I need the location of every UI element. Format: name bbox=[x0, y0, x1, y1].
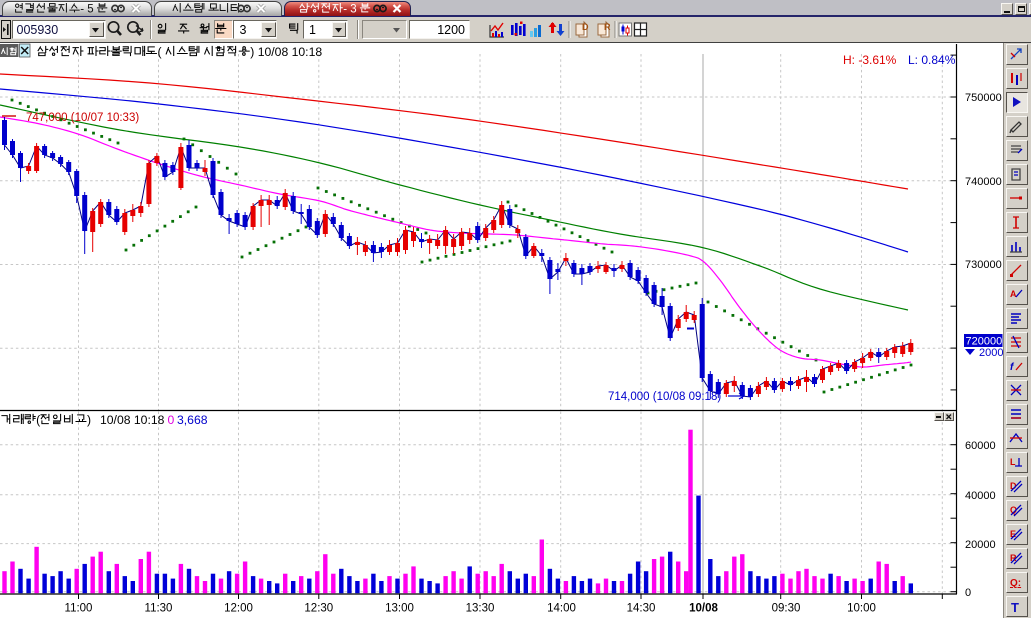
svg-text:10/08 10:18: 10/08 10:18 bbox=[100, 413, 165, 427]
svg-text:14:00: 14:00 bbox=[547, 603, 576, 615]
svg-text:40000: 40000 bbox=[965, 490, 996, 502]
svg-text:14:30: 14:30 bbox=[627, 603, 656, 615]
svg-text:T: T bbox=[1011, 600, 1019, 615]
svg-text:20000: 20000 bbox=[965, 539, 996, 551]
svg-text:(: ( bbox=[158, 45, 162, 59]
svg-text:) 10/08 10:18: ) 10/08 10:18 bbox=[250, 45, 322, 59]
svg-text:D: D bbox=[1010, 481, 1017, 491]
svg-text:2000: 2000 bbox=[979, 347, 1003, 359]
svg-text:60000: 60000 bbox=[965, 440, 996, 452]
svg-text:720000: 720000 bbox=[966, 336, 1003, 348]
svg-text:- 3: - 3 bbox=[343, 4, 356, 16]
svg-text:Q: Q bbox=[1010, 505, 1017, 515]
svg-text:12:30: 12:30 bbox=[304, 603, 333, 615]
svg-text:10:00: 10:00 bbox=[847, 603, 876, 615]
svg-text:f: f bbox=[1010, 362, 1015, 373]
svg-text:3,668: 3,668 bbox=[177, 413, 208, 427]
svg-text:E: E bbox=[1010, 529, 1016, 539]
svg-text:- 5: - 5 bbox=[80, 4, 93, 16]
svg-text:11:30: 11:30 bbox=[145, 603, 173, 615]
svg-text:(: ( bbox=[36, 413, 40, 427]
svg-text:L: 0.84%: L: 0.84% bbox=[908, 53, 956, 67]
svg-text:12:00: 12:00 bbox=[224, 603, 253, 615]
svg-text:09:30: 09:30 bbox=[772, 603, 801, 615]
svg-text:714,000 (10/08 09:18): 714,000 (10/08 09:18) bbox=[608, 391, 721, 403]
svg-text:11:00: 11:00 bbox=[65, 603, 93, 615]
svg-text:10/08: 10/08 bbox=[689, 603, 718, 615]
svg-text:13:00: 13:00 bbox=[385, 603, 414, 615]
svg-text:747,000 (10/07 10:33): 747,000 (10/07 10:33) bbox=[26, 112, 139, 124]
svg-text:R: R bbox=[604, 22, 611, 32]
svg-text:L: L bbox=[1010, 457, 1016, 467]
svg-text:13:30: 13:30 bbox=[466, 603, 495, 615]
svg-text:730000: 730000 bbox=[965, 259, 1002, 271]
svg-text:R: R bbox=[1010, 553, 1017, 563]
svg-text:A: A bbox=[1010, 289, 1017, 299]
svg-text:D: D bbox=[582, 22, 589, 32]
svg-text:740000: 740000 bbox=[965, 176, 1002, 188]
svg-text:0: 0 bbox=[168, 413, 175, 427]
svg-text:0: 0 bbox=[965, 587, 971, 599]
svg-text:Q:: Q: bbox=[1010, 578, 1021, 589]
svg-text:H: -3.61%: H: -3.61% bbox=[843, 53, 897, 67]
svg-text:): ) bbox=[87, 413, 91, 427]
svg-text:750000: 750000 bbox=[965, 92, 1002, 104]
